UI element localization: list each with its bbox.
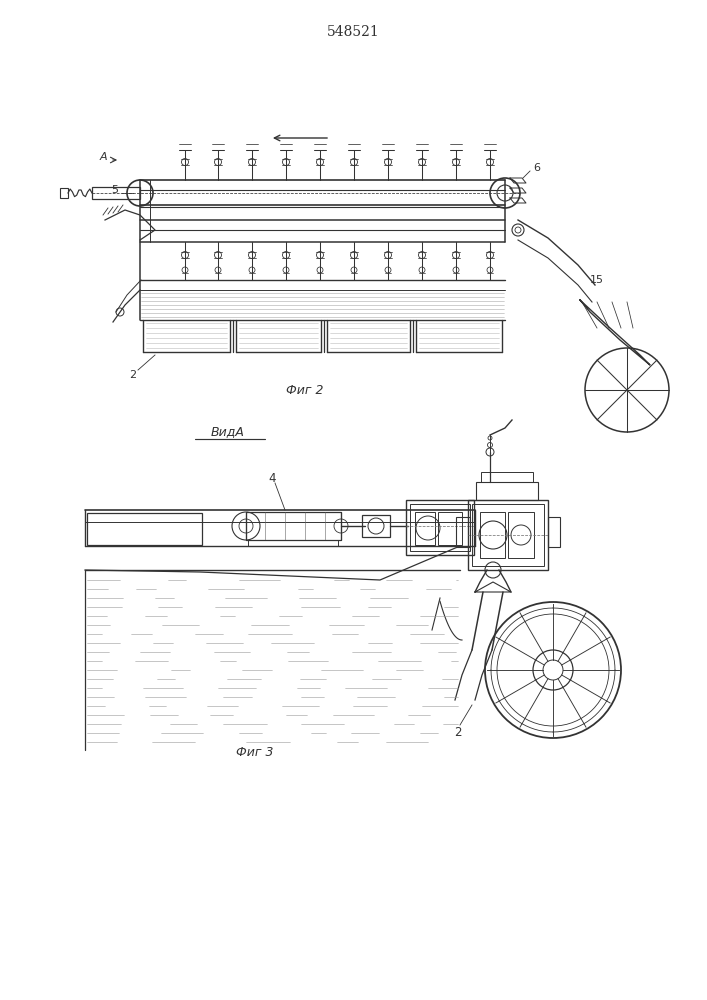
Bar (60, 188, 68, 198)
Bar (456, 517, 470, 547)
Bar (548, 517, 560, 547)
Bar (87, 513, 202, 545)
Text: Фиг 3: Фиг 3 (236, 746, 274, 758)
Bar (476, 482, 538, 500)
Bar (362, 515, 390, 537)
Bar (481, 472, 533, 482)
Bar (248, 540, 338, 546)
Text: 15: 15 (590, 275, 604, 285)
Bar (472, 504, 544, 566)
Text: 5: 5 (112, 185, 119, 195)
Text: Фиг 2: Фиг 2 (286, 383, 324, 396)
Text: 4: 4 (268, 472, 276, 485)
Bar (92, 187, 140, 199)
Bar (438, 512, 462, 545)
Bar (480, 512, 505, 558)
Text: ВидA: ВидA (211, 426, 245, 438)
Text: A: A (99, 152, 107, 162)
Bar (406, 500, 474, 555)
Bar (246, 512, 341, 540)
Bar (415, 512, 435, 545)
Bar (508, 512, 534, 558)
Bar (410, 504, 470, 551)
Text: 548521: 548521 (327, 25, 380, 39)
Bar (468, 500, 548, 570)
Text: 2: 2 (129, 370, 136, 380)
Text: 6: 6 (534, 163, 540, 173)
Text: 2: 2 (455, 726, 462, 738)
